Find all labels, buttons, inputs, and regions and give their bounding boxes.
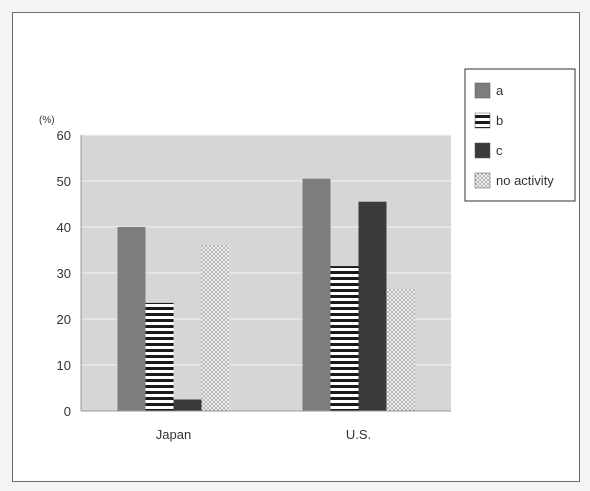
legend-swatch (474, 82, 491, 99)
legend-label: a (496, 83, 504, 98)
bar-a-japan (117, 227, 146, 411)
y-tick-label: 30 (57, 266, 71, 281)
bar-c-japan (173, 399, 202, 411)
bar-a-us (302, 178, 331, 411)
legend-label: b (496, 113, 503, 128)
bar-b-us (330, 266, 359, 411)
legend-label: no activity (496, 173, 554, 188)
chart-frame: 0 10 20 30 40 50 60 (%) Japan U.S. a b c no activi… (12, 12, 580, 482)
y-tick-label: 50 (57, 174, 71, 189)
y-tick-label: 10 (57, 358, 71, 373)
legend-swatch (474, 142, 491, 159)
y-tick-label: 20 (57, 312, 71, 327)
legend-label: c (496, 143, 503, 158)
legend-swatch (474, 172, 491, 189)
bar-no-activity-us (386, 289, 415, 411)
bar-chart: 0 10 20 30 40 50 60 (%) Japan U.S. abc no activi… (39, 68, 576, 442)
bar-c-us (358, 201, 387, 411)
y-axis: 0 10 20 30 40 50 60 (57, 128, 82, 419)
bar-b-japan (145, 302, 174, 411)
y-tick-label: 60 (57, 128, 71, 143)
y-tick-label: 0 (64, 404, 71, 419)
x-axis: Japan U.S. (81, 410, 451, 442)
y-axis-unit-label: (%) (39, 115, 55, 126)
x-category-label: U.S. (346, 427, 371, 442)
x-category-label: Japan (156, 427, 191, 442)
bar-no-activity-japan (201, 245, 230, 411)
bars (117, 178, 415, 411)
legend: abc no activity (464, 68, 576, 202)
legend-swatch (474, 112, 491, 129)
y-tick-label: 40 (57, 220, 71, 235)
